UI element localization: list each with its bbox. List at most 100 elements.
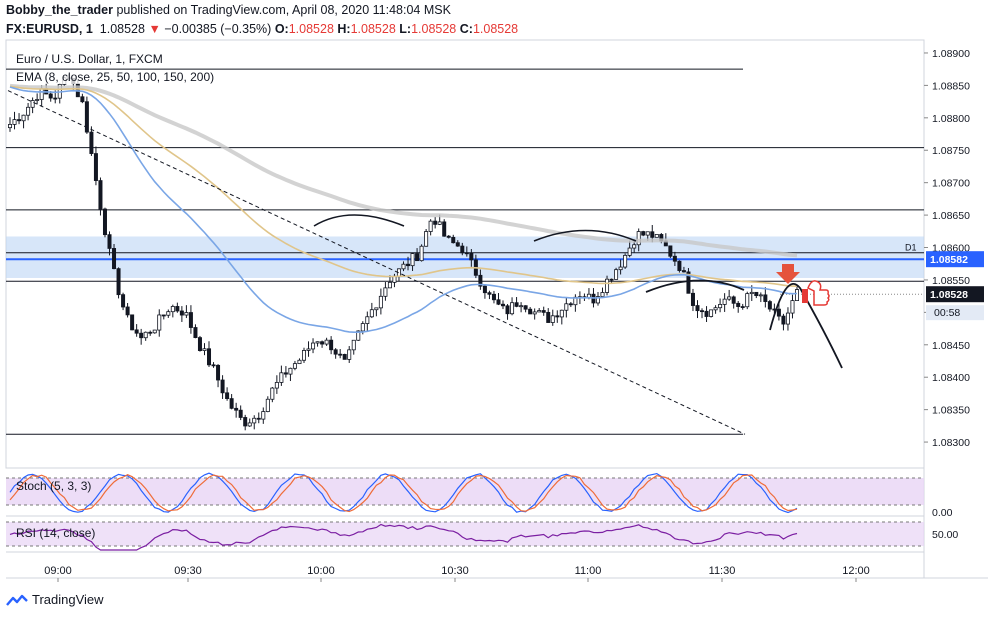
rsi-line	[9, 523, 798, 551]
candle	[510, 302, 515, 315]
candle	[636, 231, 641, 246]
candle	[709, 309, 714, 317]
ema-indicator-label[interactable]: EMA (8, close, 25, 50, 100, 150, 200)	[14, 70, 217, 84]
candle	[641, 231, 646, 236]
candle	[243, 417, 248, 427]
candle	[252, 417, 257, 424]
candle	[501, 303, 506, 307]
candle	[238, 409, 243, 418]
candle	[727, 296, 732, 300]
candle	[107, 234, 112, 249]
candle	[442, 221, 447, 237]
rsi-indicator-label[interactable]: RSI (14, close)	[16, 526, 96, 540]
candle	[39, 88, 44, 100]
candle	[179, 310, 184, 316]
candle	[84, 101, 89, 133]
candle	[378, 295, 383, 309]
candle	[130, 314, 135, 331]
candle	[139, 332, 144, 339]
candle	[790, 300, 795, 314]
main-pane-title: Euro / U.S. Dollar, 1, FXCM	[14, 52, 165, 66]
y-tick-label: 1.08400	[932, 372, 970, 384]
candle	[437, 221, 442, 225]
candle	[523, 305, 528, 310]
candle	[763, 294, 768, 302]
ema-100-line	[9, 85, 797, 287]
last-price: 1.08528	[99, 22, 145, 36]
candle	[668, 245, 673, 257]
candle	[292, 363, 297, 369]
candle	[53, 97, 58, 100]
author-name: Bobby_the_trader	[6, 3, 113, 17]
candle	[568, 303, 573, 306]
candle	[161, 314, 166, 317]
open-label: O:	[274, 22, 289, 36]
candle	[365, 316, 370, 324]
price-badge-last-text: 1.08528	[930, 289, 968, 301]
candle	[541, 310, 546, 313]
candle	[623, 254, 628, 268]
countdown-text: 00:58	[934, 307, 960, 319]
candle	[157, 314, 162, 331]
projection-curve	[769, 282, 843, 369]
candle	[7, 124, 12, 129]
candle	[781, 315, 786, 325]
candle	[749, 291, 754, 295]
candle	[564, 303, 569, 311]
candle	[419, 245, 424, 262]
candle	[415, 253, 420, 262]
candle	[148, 331, 153, 334]
candle	[695, 305, 700, 312]
candle	[514, 302, 519, 307]
footer-brand[interactable]: TradingView	[6, 592, 104, 607]
candle	[374, 307, 379, 311]
ema-50-line	[9, 86, 798, 333]
x-tick-label: 11:00	[575, 565, 602, 577]
ema-200-line	[9, 83, 798, 258]
candle	[424, 231, 429, 247]
candle	[211, 364, 216, 367]
y-tick-label: 1.08750	[932, 145, 970, 157]
candle	[731, 296, 736, 304]
y-tick-label: 1.08800	[932, 113, 970, 125]
candle	[654, 234, 659, 238]
candle	[234, 407, 239, 411]
candle	[745, 293, 750, 308]
candle	[306, 348, 311, 351]
candle	[229, 398, 234, 409]
drawn-arc	[533, 229, 637, 242]
candles	[7, 73, 800, 431]
candle	[369, 309, 374, 318]
y-tick-label: 1.08650	[932, 210, 970, 222]
rsi-tick-label: 50.00	[932, 529, 958, 541]
candle	[546, 311, 551, 323]
thumb-cuff	[802, 289, 808, 303]
candle	[270, 387, 275, 400]
candle	[193, 327, 198, 338]
stoch-indicator-label[interactable]: Stoch (5, 3, 3)	[16, 479, 92, 493]
candle	[491, 293, 496, 301]
candle	[478, 274, 483, 287]
candle	[532, 311, 537, 315]
y-tick-label: 1.08700	[932, 178, 970, 190]
candle	[338, 353, 343, 356]
close-value: 1.08528	[472, 22, 519, 36]
candle	[496, 299, 501, 305]
candle	[469, 252, 474, 261]
candle	[704, 310, 709, 317]
candle	[279, 372, 284, 383]
support-zone	[6, 236, 924, 278]
price-badge-blue-text: 1.08582	[930, 254, 968, 266]
candle	[401, 263, 406, 270]
candle	[333, 349, 338, 355]
candle	[184, 312, 189, 316]
candle	[265, 398, 270, 412]
candle	[713, 307, 718, 311]
candle	[519, 305, 524, 308]
price-change: −0.00385 (−0.35%)	[164, 22, 272, 36]
high-label: H:	[337, 22, 351, 36]
candle	[718, 304, 723, 309]
candle	[600, 292, 605, 298]
candle	[12, 119, 17, 125]
